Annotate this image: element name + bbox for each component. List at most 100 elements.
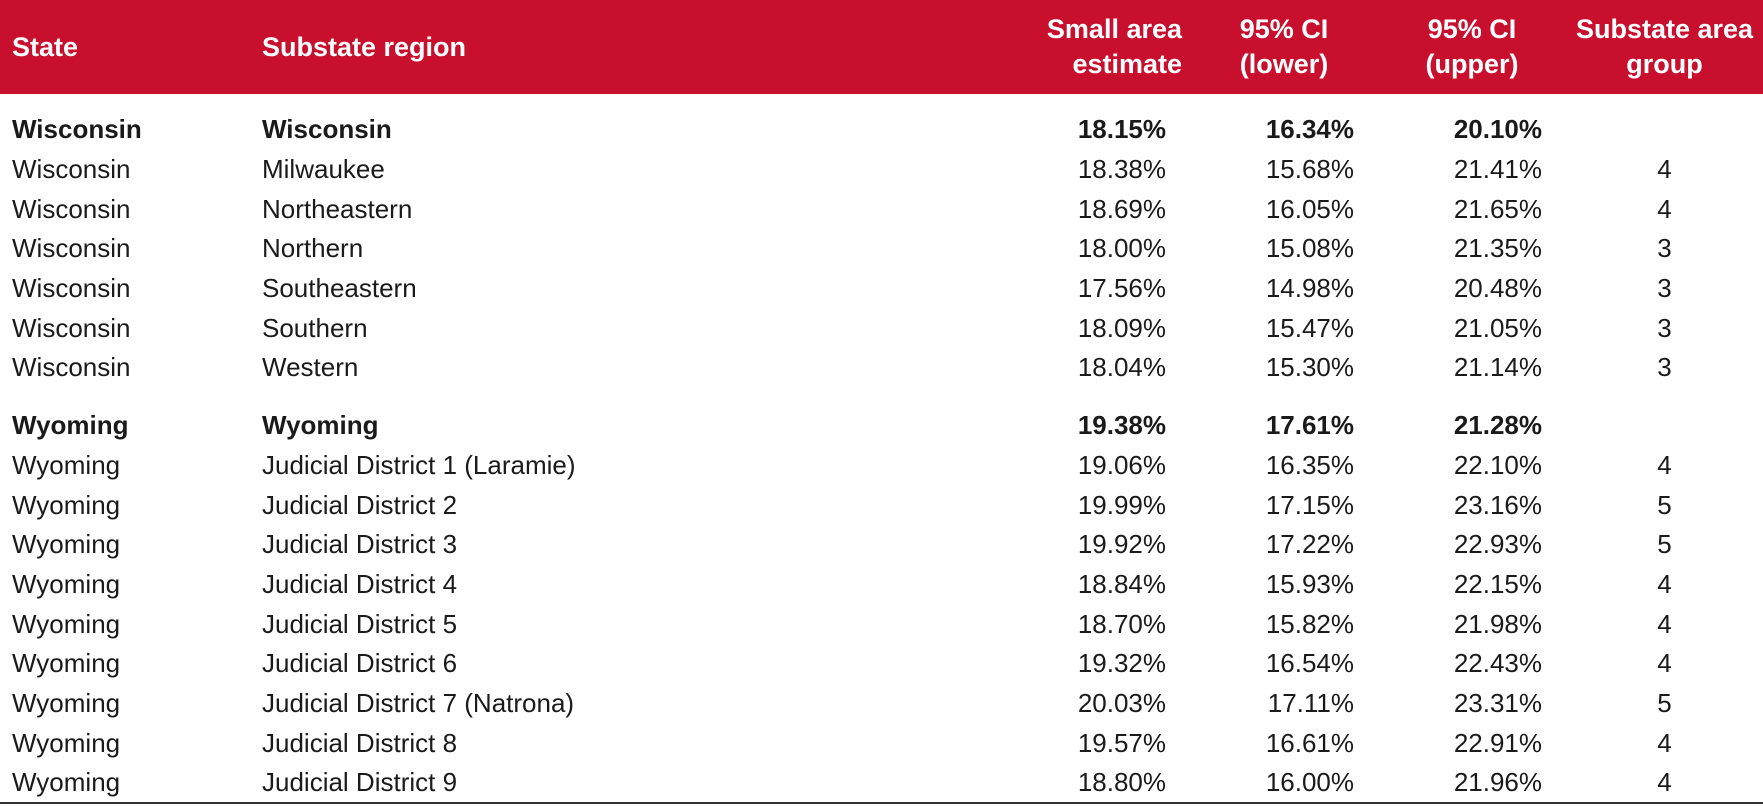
header-state: State (12, 31, 79, 62)
cell-region: Wisconsin (262, 114, 392, 145)
table-row: Wyoming Judicial District 5 18.70% 15.82% 21… (0, 604, 1763, 644)
cell-ci-lower: 15.47% (1265, 312, 1354, 343)
header-region: Substate region (262, 31, 467, 62)
cell-estimate: 18.00% (1077, 233, 1166, 264)
table-row: Wisconsin Milwaukee 18.38% 15.68% 21.41% 4 (0, 150, 1763, 190)
cell-ci-upper: 21.96% (1453, 767, 1542, 798)
cell-ci-lower: 17.11% (1267, 687, 1354, 718)
spacer-top-cell (0, 94, 1763, 110)
header-ci-lower-line1: 95% CI (1239, 14, 1329, 44)
cell-state: Wisconsin (12, 114, 142, 145)
cell-ci-upper: 21.05% (1453, 312, 1542, 343)
header-ci-lower-line2: (lower) (1239, 49, 1329, 79)
table-row: Wyoming Judicial District 1 (Laramie) 19.0… (0, 446, 1763, 486)
cell-region: Southeastern (262, 273, 417, 304)
cell-ci-upper: 20.48% (1453, 273, 1542, 304)
cell-estimate: 18.80% (1077, 767, 1166, 798)
table-row-total: Wyoming Wyoming 19.38% 17.61% 21.28% (0, 406, 1763, 446)
cell-region: Northern (262, 233, 364, 264)
cell-state: Wisconsin (12, 312, 131, 343)
cell-ci-lower: 17.22% (1265, 529, 1354, 560)
section-gap-cell (0, 388, 1763, 406)
spacer-top (0, 94, 1763, 110)
table-row: Wyoming Judicial District 2 19.99% 17.15% 23… (0, 485, 1763, 525)
cell-state: Wyoming (12, 687, 121, 718)
cell-estimate: 18.38% (1077, 154, 1166, 185)
cell-group: 4 (1657, 449, 1672, 480)
header-estimate-line1: Small area (1046, 14, 1182, 44)
cell-group: 4 (1657, 648, 1672, 679)
cell-estimate: 19.32% (1077, 648, 1166, 679)
cell-estimate: 19.92% (1077, 529, 1166, 560)
cell-state: Wisconsin (12, 154, 131, 185)
cell-region: Judicial District 4 (262, 568, 458, 599)
cell-group: 3 (1657, 352, 1672, 383)
cell-ci-upper: 23.16% (1453, 489, 1542, 520)
cell-ci-upper: 21.65% (1453, 193, 1542, 224)
header-group-line2: group (1626, 49, 1703, 79)
cell-ci-lower: 16.00% (1265, 767, 1354, 798)
cell-estimate: 19.38% (1077, 410, 1166, 441)
cell-region: Judicial District 8 (262, 727, 458, 758)
cell-ci-lower: 15.82% (1265, 608, 1354, 639)
cell-ci-lower: 16.61% (1265, 727, 1354, 758)
cell-estimate: 19.06% (1077, 449, 1166, 480)
cell-group: 4 (1657, 727, 1672, 758)
cell-estimate: 18.09% (1077, 312, 1166, 343)
cell-state: Wyoming (12, 767, 121, 798)
cell-ci-lower: 16.05% (1265, 193, 1354, 224)
cell-group (1566, 406, 1763, 446)
header-ci-upper-line1: 95% CI (1427, 14, 1517, 44)
table-row: Wyoming Judicial District 4 18.84% 15.93% 22… (0, 565, 1763, 605)
cell-region: Northeastern (262, 193, 413, 224)
cell-state: Wyoming (12, 410, 129, 441)
cell-region: Judicial District 7 (Natrona) (262, 687, 575, 718)
cell-group: 3 (1657, 233, 1672, 264)
cell-ci-lower: 16.35% (1265, 449, 1354, 480)
cell-ci-upper: 20.10% (1453, 114, 1542, 145)
cell-estimate: 18.04% (1077, 352, 1166, 383)
table-row: Wisconsin Western 18.04% 15.30% 21.14% 3 (0, 348, 1763, 388)
cell-state: Wyoming (12, 648, 121, 679)
header-estimate-line2: estimate (1072, 49, 1182, 79)
cell-region: Judicial District 3 (262, 529, 458, 560)
table-row: Wyoming Judicial District 9 18.80% 16.00% 21… (0, 763, 1763, 803)
cell-ci-upper: 22.93% (1453, 529, 1542, 560)
section-gap (0, 388, 1763, 406)
cell-state: Wyoming (12, 568, 121, 599)
table-row: Wisconsin Southeastern 17.56% 14.98% 20.48% 3 (0, 269, 1763, 309)
cell-estimate: 18.15% (1077, 114, 1166, 145)
cell-state: Wyoming (12, 529, 121, 560)
cell-ci-upper: 22.10% (1453, 449, 1542, 480)
cell-estimate: 18.70% (1077, 608, 1166, 639)
cell-ci-lower: 15.93% (1265, 568, 1354, 599)
cell-region: Judicial District 2 (262, 489, 458, 520)
cell-ci-lower: 16.34% (1265, 114, 1354, 145)
cell-ci-lower: 17.15% (1265, 489, 1354, 520)
header-group: Substate area group (1566, 0, 1763, 94)
cell-ci-upper: 21.41% (1453, 154, 1542, 185)
cell-region: Western (262, 352, 359, 383)
cell-region: Wyoming (262, 410, 379, 441)
cell-state: Wisconsin (12, 193, 131, 224)
cell-group: 4 (1657, 193, 1672, 224)
cell-ci-upper: 22.43% (1453, 648, 1542, 679)
cell-state: Wisconsin (12, 352, 131, 383)
cell-group: 3 (1657, 273, 1672, 304)
cell-region: Judicial District 9 (262, 767, 458, 798)
table-row: Wisconsin Northern 18.00% 15.08% 21.35% 3 (0, 229, 1763, 269)
cell-region: Judicial District 6 (262, 648, 458, 679)
cell-state: Wisconsin (12, 273, 131, 304)
table-row: Wisconsin Southern 18.09% 15.47% 21.05% 3 (0, 308, 1763, 348)
cell-ci-upper: 21.28% (1453, 410, 1542, 441)
cell-estimate: 18.69% (1077, 193, 1166, 224)
table-body: Wisconsin Wisconsin 18.15% 16.34% 20.10% Wisc… (0, 94, 1763, 803)
cell-state: Wyoming (12, 449, 121, 480)
header-row: State Substate region Small area estimat… (0, 0, 1763, 94)
cell-group (1566, 110, 1763, 150)
cell-ci-lower: 15.30% (1265, 352, 1354, 383)
cell-estimate: 20.03% (1077, 687, 1166, 718)
cell-group: 3 (1657, 312, 1672, 343)
